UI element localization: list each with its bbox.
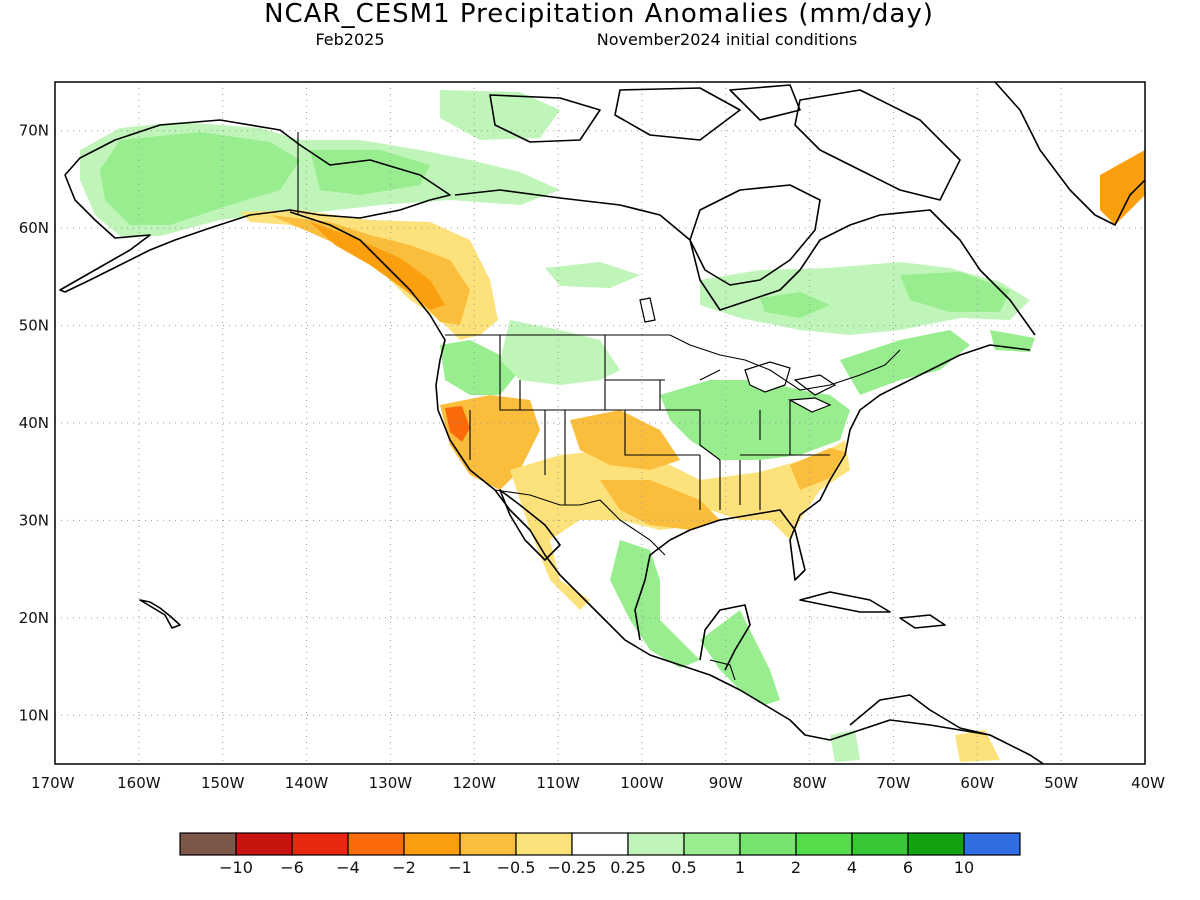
anomaly-region-alaska-wetter: [100, 132, 300, 225]
longitude-tick-label: 80W: [793, 774, 827, 792]
colorbar-swatch: [403, 832, 461, 856]
border-us-states: [469, 335, 830, 510]
latitude-tick-label: 60N: [19, 219, 49, 237]
colorbar-swatch: [347, 832, 405, 856]
anomaly-region-northeast-wet: [840, 330, 970, 395]
anomaly-region-california-drier: [445, 406, 470, 442]
longitude-tick-label: 170W: [31, 774, 75, 792]
anomaly-region-central-america-wet: [700, 610, 780, 705]
anomaly-region-yukon-wet: [310, 150, 430, 195]
colorbar-swatch: [459, 832, 517, 856]
coastline-south-america: [849, 694, 991, 736]
coastline-alaska: [59, 119, 451, 293]
colorbar-tick-label: 0.5: [671, 858, 696, 877]
colorbar-tick-label: 1: [735, 858, 745, 877]
colorbar-tick-label: 10: [954, 858, 974, 877]
longitude-tick-label: 120W: [452, 774, 496, 792]
colorbar-tick-label: 6: [903, 858, 913, 877]
lake-great-lakes: [744, 361, 837, 413]
colorbar-tick-label: −2: [392, 858, 416, 877]
lake-winnipeg: [639, 297, 656, 323]
longitude-tick-label: 140W: [285, 774, 329, 792]
colorbar-boxes: [179, 832, 1021, 856]
longitude-tick-label: 90W: [709, 774, 743, 792]
border-us-canada: [445, 334, 901, 391]
coastlines: [59, 82, 1145, 764]
anomaly-region-mexico-wet: [610, 540, 700, 668]
colorbar-tick-label: −1: [448, 858, 472, 877]
figure-title: NCAR_CESM1 Precipitation Anomalies (mm/d…: [264, 0, 934, 29]
colorbar-tick-label: 2: [791, 858, 801, 877]
coastline-baffin-island: [794, 89, 961, 201]
forecast-month-label: Feb2025: [315, 30, 384, 49]
colorbar-tick-label: 4: [847, 858, 857, 877]
colorbar-swatch: [571, 832, 629, 856]
colorbar-tick-label: −0.25: [547, 858, 596, 877]
anomaly-region-arctic-islands-wet: [440, 90, 560, 140]
colorbar-swatch: [515, 832, 573, 856]
latitude-tick-label: 70N: [19, 122, 49, 140]
coastline-hudson-bay: [689, 184, 821, 286]
colorbar-swatch: [739, 832, 797, 856]
longitude-axis-labels: 170W 160W 150W 140W 130W 120W 110W 100W 90W 80W 70…: [31, 774, 1165, 792]
colorbar-tick-label: −10: [219, 858, 253, 877]
colorbar-swatch: [795, 832, 853, 856]
colorbar-tick-label: 0.25: [610, 858, 646, 877]
colorbar-swatch: [907, 832, 965, 856]
colorbar: −10 −6 −4 −2 −1 −0.5 −0.25 0.25 0.5 1 2 4 6 10: [179, 832, 1021, 877]
colorbar-swatch: [235, 832, 293, 856]
initial-conditions-label: November2024 initial conditions: [597, 30, 857, 49]
longitude-tick-label: 110W: [536, 774, 580, 792]
colorbar-swatch: [851, 832, 909, 856]
coastline-yucatan: [699, 604, 751, 671]
anomaly-region-texas-dry: [600, 480, 720, 530]
coastline-greenland: [994, 82, 1145, 226]
longitude-tick-label: 40W: [1131, 774, 1165, 792]
colorbar-swatch: [179, 832, 237, 856]
longitude-tick-label: 50W: [1044, 774, 1078, 792]
latitude-tick-label: 10N: [19, 706, 49, 724]
map-frame: [54, 81, 1146, 765]
colorbar-swatch: [291, 832, 349, 856]
colorbar-labels: −10 −6 −4 −2 −1 −0.5 −0.25 0.25 0.5 1 2 4 6 10: [219, 858, 974, 877]
colorbar-swatch: [963, 832, 1021, 856]
anomaly-region-quebec-wetter: [760, 272, 1010, 318]
latitude-tick-label: 20N: [19, 609, 49, 627]
anomaly-region-bc-coast-drier: [310, 222, 445, 310]
anomaly-region-carolinas-dry: [790, 448, 845, 490]
longitude-tick-label: 130W: [369, 774, 413, 792]
coastline-hispaniola: [899, 614, 946, 629]
map-panel: [54, 81, 1146, 765]
longitude-tick-label: 70W: [877, 774, 911, 792]
coastline-baja: [499, 489, 561, 561]
coastline-hawaii: [139, 599, 181, 629]
longitude-tick-label: 160W: [117, 774, 161, 792]
colorbar-tick-label: −6: [280, 858, 304, 877]
coastline-pacific-northwest: [289, 211, 1045, 764]
border-us-mexico: [494, 489, 666, 556]
anomaly-region-hudson-wet: [545, 262, 640, 288]
coastline-gulf-of-mexico: [634, 344, 1031, 641]
latitude-tick-label: 40N: [19, 414, 49, 432]
anomaly-region-northern-plains-wet: [500, 320, 620, 385]
latitude-tick-label: 30N: [19, 511, 49, 529]
political-borders: [297, 132, 901, 681]
anomaly-region-greenland-dry: [1100, 150, 1145, 225]
colorbar-tick-label: −4: [336, 858, 360, 877]
longitude-tick-label: 150W: [201, 774, 245, 792]
longitude-tick-label: 60W: [960, 774, 994, 792]
anomaly-region-venezuela-dry: [955, 730, 1000, 762]
colorbar-swatch: [627, 832, 685, 856]
longitude-tick-label: 100W: [620, 774, 664, 792]
coastline-arctic-islands: [489, 84, 801, 143]
latitude-axis-labels: 70N 60N 50N 40N 30N 20N 10N: [19, 122, 49, 725]
latitude-tick-label: 50N: [19, 317, 49, 335]
colorbar-swatch: [683, 832, 741, 856]
coastline-canada-north: [454, 189, 1036, 336]
border-mexico-guatemala: [709, 659, 736, 681]
coastline-cuba: [799, 591, 891, 613]
colorbar-tick-label: −0.5: [497, 858, 536, 877]
